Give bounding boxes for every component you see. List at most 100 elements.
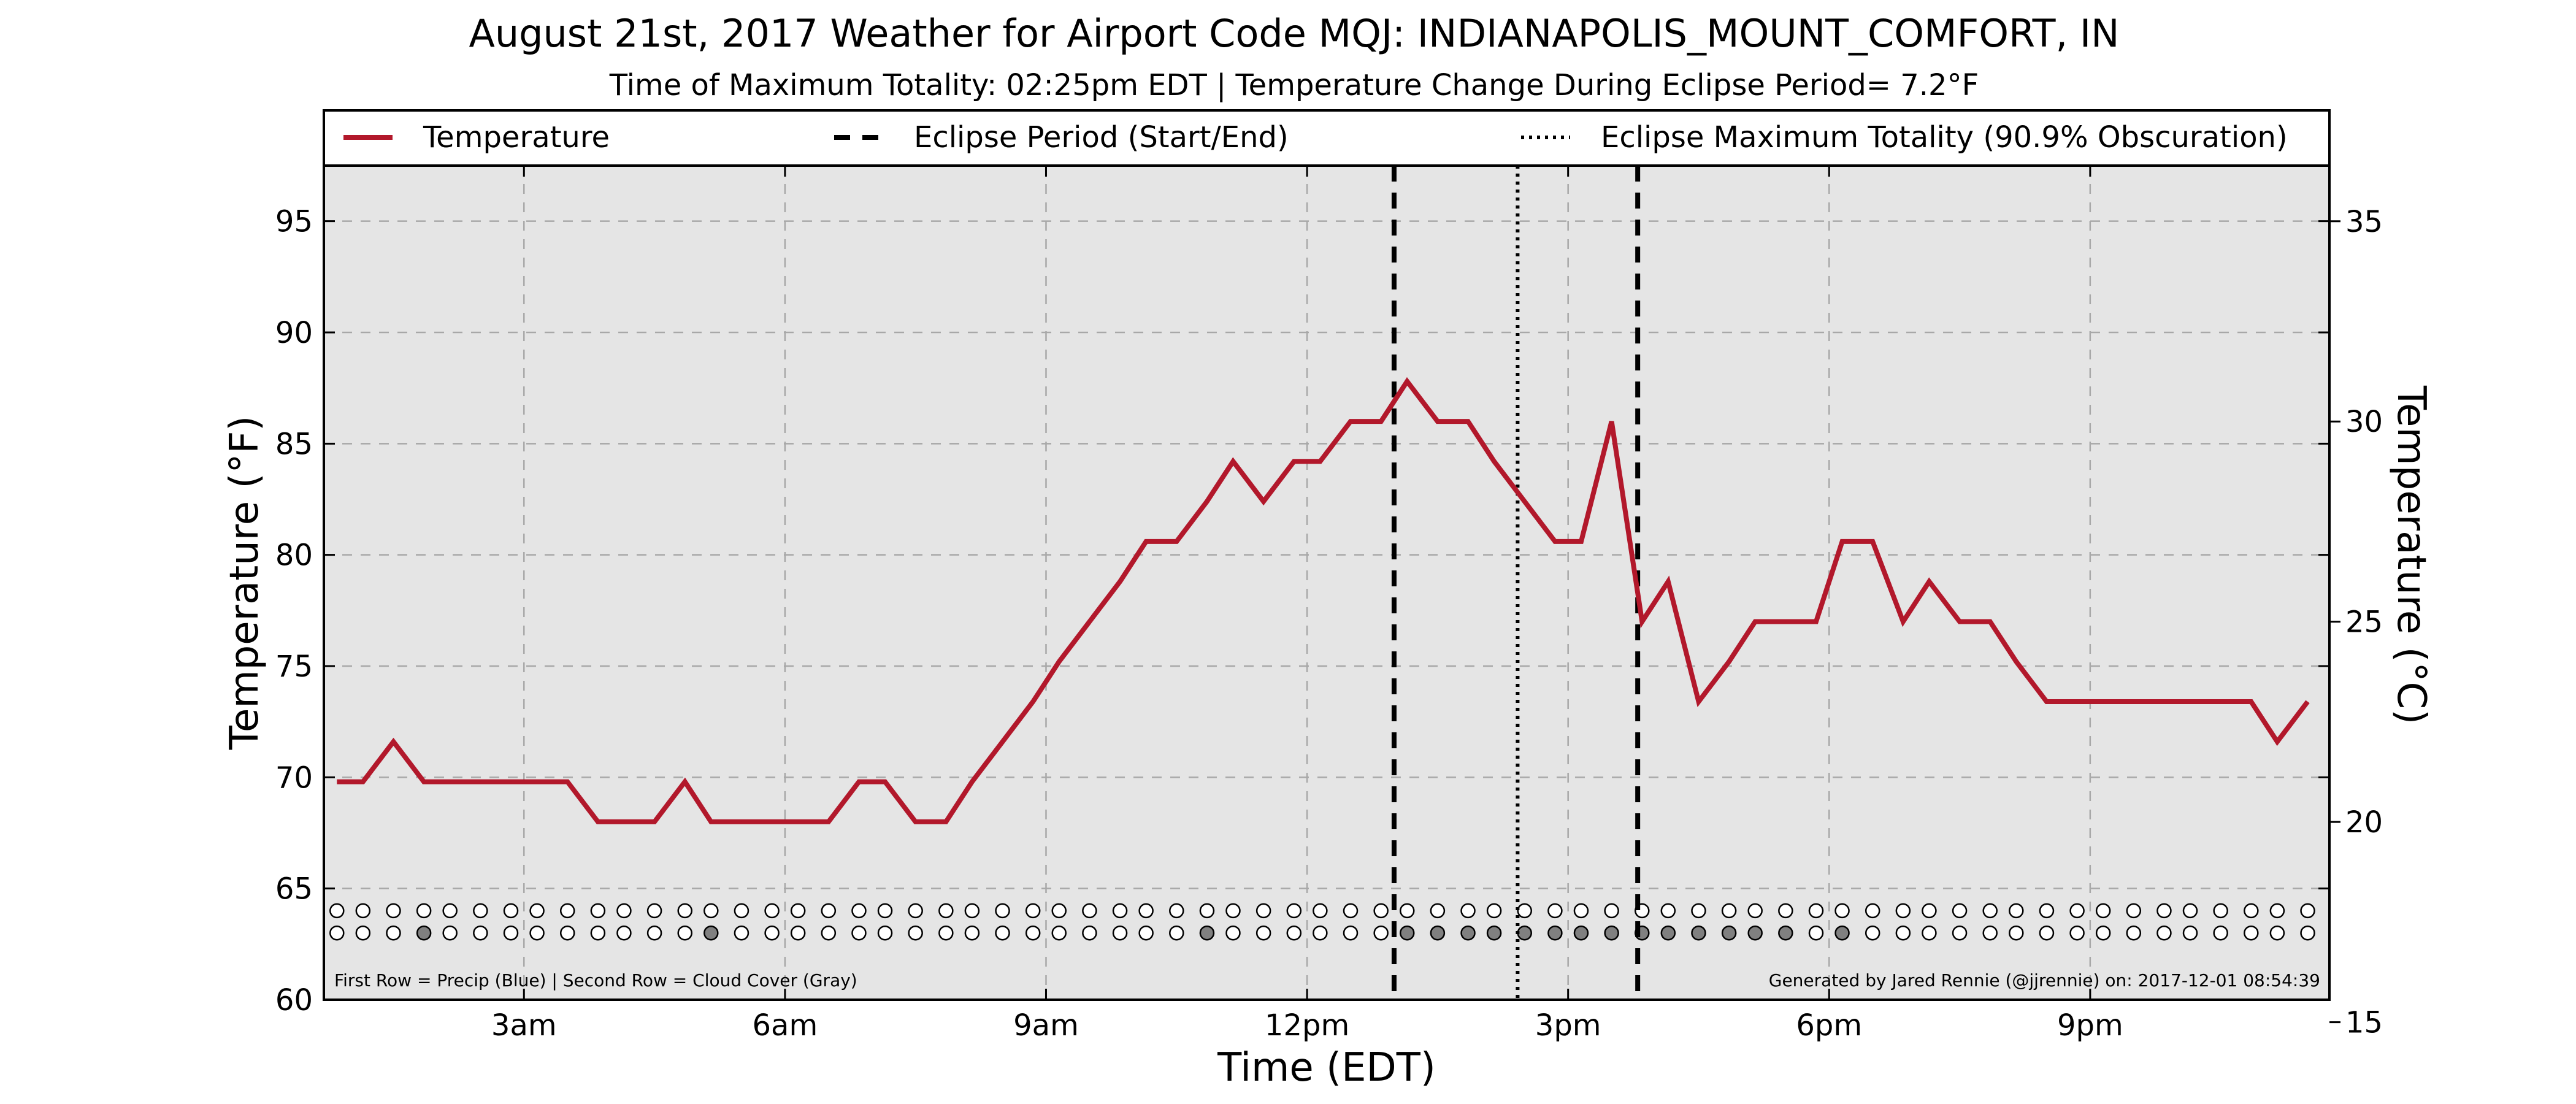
precip-marker: [1313, 903, 1328, 919]
cloud-cover-marker: [2069, 925, 2085, 941]
y-axis-label-left: Temperature (°F): [222, 416, 267, 751]
precip-marker: [646, 903, 662, 919]
cloud-cover-marker: [1460, 925, 1476, 941]
precip-marker: [1865, 903, 1880, 919]
precip-marker: [851, 903, 867, 919]
temperature-point: [1554, 541, 1555, 542]
precip-marker: [1691, 903, 1706, 919]
cloud-cover-marker: [821, 925, 837, 941]
y-tick-label: 90: [275, 316, 313, 350]
temperature-point: [1928, 581, 1930, 582]
precip-marker: [1460, 903, 1476, 919]
precip-marker: [1199, 903, 1215, 919]
x-tick-label: 9am: [1013, 1008, 1079, 1043]
temperature-point: [2190, 701, 2191, 702]
precip-marker: [1025, 903, 1041, 919]
precip-marker: [2039, 903, 2055, 919]
precip-marker: [329, 903, 345, 919]
temperature-point: [2163, 701, 2164, 702]
precip-marker: [1138, 903, 1154, 919]
y-tick-label-celsius: 30: [2345, 405, 2383, 439]
chart-subtitle: Time of Maximum Totality: 02:25pm EDT | …: [609, 68, 1979, 102]
temperature-point: [1350, 421, 1351, 422]
temperature-point: [2077, 701, 2078, 702]
cloud-cover-marker: [1051, 925, 1067, 941]
temperature-point: [1406, 381, 1408, 382]
footnote-right: Generated by Jared Rennie (@jjrennie) on…: [1769, 970, 2320, 991]
temperature-point: [1959, 621, 1960, 622]
temperature-point: [1263, 501, 1264, 502]
temperature-point: [1089, 621, 1090, 622]
temperature-line: [337, 377, 2310, 824]
cloud-cover-marker: [1808, 925, 1824, 941]
cloud-cover-marker: [1313, 925, 1328, 941]
precip-marker: [1747, 903, 1763, 919]
temperature-point: [1146, 541, 1147, 542]
precip-marker: [1778, 903, 1793, 919]
legend-label-temperature: Temperature: [423, 120, 610, 155]
precip-marker: [1982, 903, 1998, 919]
precip-marker: [2269, 903, 2285, 919]
cloud-cover-marker: [1721, 925, 1737, 941]
legend-box: [323, 109, 2331, 167]
chart-title: August 21st, 2017 Weather for Airport Co…: [469, 11, 2119, 56]
cloud-cover-marker: [2126, 925, 2142, 941]
precip-marker: [877, 903, 893, 919]
temperature-point: [1755, 621, 1756, 622]
cloud-cover-marker: [964, 925, 980, 941]
precip-marker: [1604, 903, 1619, 919]
y-tick-label-celsius: 20: [2345, 805, 2383, 840]
cloud-cover-marker: [938, 925, 954, 941]
temperature-point: [741, 821, 742, 822]
precip-marker: [1255, 903, 1271, 919]
cloud-cover-marker: [877, 925, 893, 941]
cloud-cover-marker: [1573, 925, 1589, 941]
precip-marker: [1660, 903, 1676, 919]
precip-marker: [1808, 903, 1824, 919]
precip-marker: [2244, 903, 2259, 919]
precip-marker: [1399, 903, 1415, 919]
cloud-cover-marker: [1691, 925, 1706, 941]
temperature-point: [336, 781, 337, 783]
temperature-point: [1641, 621, 1643, 622]
x-tick-label: 12pm: [1265, 1008, 1349, 1043]
precip-marker: [1373, 903, 1389, 919]
cloud-cover-marker: [1486, 925, 1502, 941]
temperature-point: [710, 821, 711, 822]
cloud-cover-marker: [1082, 925, 1097, 941]
temperature-point: [1468, 421, 1469, 422]
legend: Temperature Eclipse Period (Start/End) E…: [323, 109, 2331, 167]
cloud-cover-marker: [529, 925, 545, 941]
temperature-point: [915, 821, 916, 822]
precip-marker: [938, 903, 954, 919]
cloud-cover-marker: [2300, 925, 2315, 941]
observation-rows: [329, 903, 2315, 941]
temperature-point: [1872, 541, 1873, 542]
temperature-point: [1611, 421, 1612, 422]
temperature-point: [1524, 501, 1525, 502]
temperature-point: [1668, 581, 1669, 582]
cloud-cover-marker: [703, 925, 719, 941]
legend-label-eclipse-period: Eclipse Period (Start/End): [914, 120, 1289, 155]
y-tick-label: 60: [275, 983, 313, 1018]
y-tick-label-celsius: 35: [2345, 205, 2383, 239]
cloud-cover-marker: [1138, 925, 1154, 941]
temperature-point: [1842, 541, 1843, 542]
temperature-point: [797, 821, 799, 822]
cloud-cover-marker: [1604, 925, 1619, 941]
temperature-point: [393, 741, 394, 742]
cloud-cover-marker: [908, 925, 923, 941]
temperature-point: [362, 781, 364, 783]
temperature-point: [1176, 541, 1177, 542]
precip-marker: [2069, 903, 2085, 919]
y-axis-label-right: Temperature (°C): [2388, 385, 2434, 724]
temperature-point: [1002, 741, 1003, 742]
temperature-point: [884, 781, 886, 783]
temperature-point: [1032, 701, 1033, 702]
x-tick-label: 6pm: [1796, 1008, 1862, 1043]
precip-marker: [1430, 903, 1446, 919]
cloud-cover-marker: [329, 925, 345, 941]
x-tick-label: 9pm: [2057, 1008, 2123, 1043]
temperature-point: [1294, 461, 1295, 462]
precip-marker: [1169, 903, 1184, 919]
